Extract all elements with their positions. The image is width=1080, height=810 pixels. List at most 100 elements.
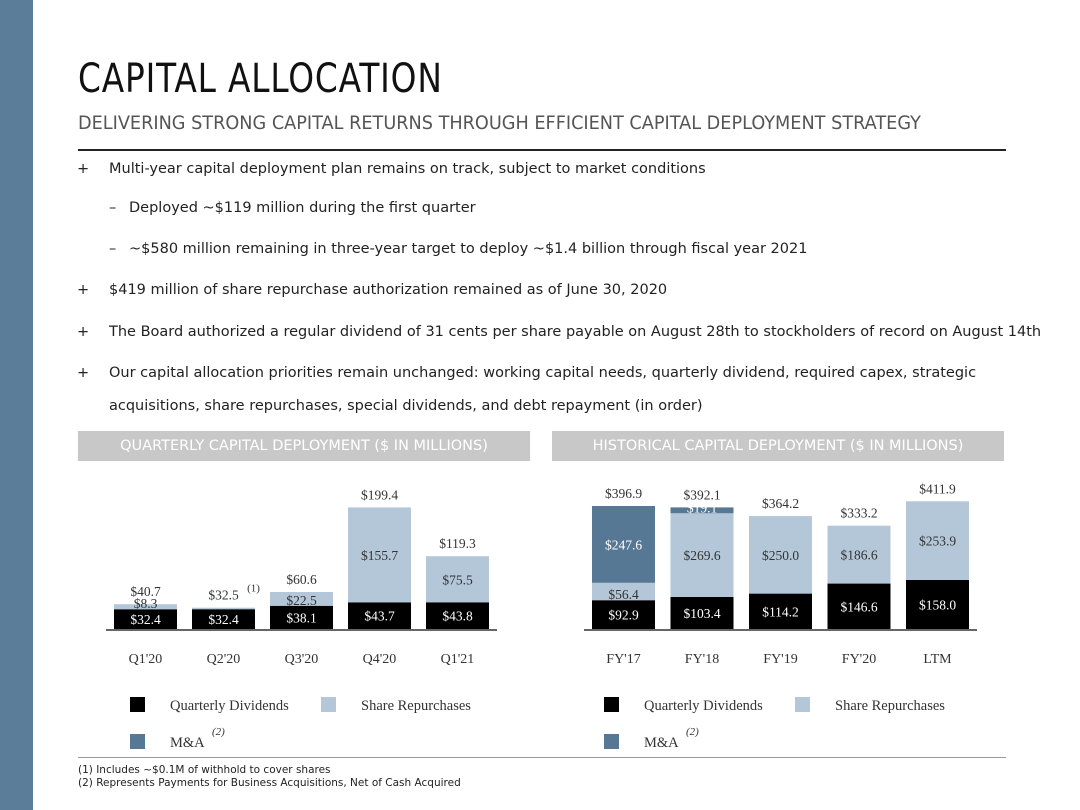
bullet-text: The Board authorized a regular dividend … [109, 324, 1042, 340]
total-label: $60.6 [286, 572, 317, 587]
x-tick-label: FY'20 [842, 652, 876, 667]
legend-superscript: (2) [686, 726, 699, 738]
bullet-text: Multi-year capital deployment plan remai… [109, 161, 706, 177]
x-tick-label: FY'17 [606, 652, 640, 667]
legend-superscript: (2) [212, 726, 225, 738]
bar-segment [906, 580, 969, 629]
bar-segment [749, 516, 812, 594]
data-label: $56.4 [608, 587, 639, 602]
legend-label: Share Repurchases [361, 698, 471, 714]
total-label: $364.2 [762, 496, 799, 511]
data-label: $146.6 [840, 599, 877, 614]
data-label: $114.2 [762, 604, 799, 619]
bar-segment [749, 593, 812, 629]
data-label: $8.3 [134, 596, 158, 611]
total-label: $411.9 [919, 481, 956, 496]
legend-label: Quarterly Dividends [644, 698, 763, 714]
bullet-text: $419 million of share repurchase authori… [109, 282, 668, 298]
data-label: $269.6 [683, 548, 720, 563]
bullet-item: + Our capital allocation priorities rema… [77, 365, 977, 381]
legend-label: M&A [644, 735, 679, 751]
bar-segment [592, 506, 655, 583]
bar-segment [827, 583, 891, 629]
title-divider [78, 149, 1006, 151]
footnote-divider [78, 757, 1006, 758]
bullet-text: acquisitions, share repurchases, special… [109, 398, 703, 414]
footnote-2: (2) Represents Payments for Business Acq… [78, 777, 461, 789]
x-tick-label: FY'19 [763, 652, 797, 667]
bar-segment [114, 604, 177, 610]
bar-segment [114, 609, 177, 629]
x-tick-label: Q4'20 [363, 652, 397, 667]
data-label: $155.7 [361, 548, 398, 563]
total-label: $32.5 [208, 588, 239, 603]
total-label: $396.9 [605, 486, 642, 501]
bullet-marker: + [77, 365, 90, 381]
bar-segment [192, 607, 255, 610]
bullet-item: + $419 million of share repurchase autho… [77, 282, 668, 298]
data-label: $103.4 [683, 606, 720, 621]
data-label: $253.9 [919, 534, 956, 549]
data-label: $43.7 [364, 609, 395, 624]
data-label: $186.6 [840, 548, 877, 563]
legend-swatch [130, 734, 145, 749]
sub-bullet-item: – Deployed ~$119 million during the firs… [109, 200, 476, 216]
total-label: $392.1 [683, 487, 720, 502]
quarterly-chart-header: QUARTERLY CAPITAL DEPLOYMENT ($ IN MILLI… [78, 431, 530, 461]
x-tick-label: FY'18 [685, 652, 719, 667]
legend-swatch [130, 697, 145, 712]
footnote-1: (1) Includes ~$0.1M of withhold to cover… [78, 764, 331, 776]
sub-bullet-item: – ~$580 million remaining in three-year … [109, 241, 808, 257]
total-label: $333.2 [840, 506, 877, 521]
bar-segment [348, 507, 411, 603]
total-label: $40.7 [130, 584, 161, 599]
x-tick-label: Q2'20 [207, 652, 241, 667]
legend-label: M&A [170, 735, 205, 751]
data-label: $38.1 [286, 610, 316, 625]
bar-segment [592, 600, 655, 629]
data-label: $247.6 [605, 537, 642, 552]
bullet-text: Our capital allocation priorities remain… [109, 365, 977, 381]
legend-label: Share Repurchases [835, 698, 945, 714]
bar-segment [592, 582, 655, 601]
bullet-text: Deployed ~$119 million during the first … [129, 200, 476, 216]
bullet-text: ~$580 million remaining in three-year ta… [129, 241, 808, 257]
bullet-marker: + [77, 161, 90, 177]
bar-segment [827, 525, 891, 584]
x-tick-label: Q3'20 [285, 652, 319, 667]
data-label: $250.0 [762, 548, 799, 563]
bullet-item: + The Board authorized a regular dividen… [77, 324, 1042, 340]
x-tick-label: LTM [923, 652, 952, 667]
page-title: CAPITAL ALLOCATION [78, 56, 443, 102]
bar-segment [670, 596, 734, 629]
legend-swatch [604, 697, 619, 712]
bar-segment [670, 513, 734, 597]
data-label: $32.4 [208, 612, 239, 627]
data-label: $92.9 [608, 608, 639, 623]
bar-segment [192, 609, 255, 629]
historical-chart-header: HISTORICAL CAPITAL DEPLOYMENT ($ IN MILL… [552, 431, 1004, 461]
page-subtitle: DELIVERING STRONG CAPITAL RETURNS THROUG… [78, 112, 921, 134]
bar-segment [270, 592, 333, 606]
data-label: $32.4 [130, 612, 161, 627]
bullet-marker: – [109, 241, 117, 257]
historical-capital-chart: $92.9 $56.4 $247.6 $396.9 FY'17 $103.4 $269.6 $… [584, 481, 977, 751]
legend-swatch [604, 734, 619, 749]
legend-swatch [321, 697, 336, 712]
x-tick-label: Q1'21 [441, 652, 475, 667]
legend-swatch [795, 697, 810, 712]
x-tick-label: Q1'20 [129, 652, 163, 667]
legend-label: Quarterly Dividends [170, 698, 289, 714]
bar-segment [348, 602, 411, 629]
total-label: $199.4 [361, 487, 398, 502]
bullet-marker: + [77, 282, 90, 298]
bar-segment [270, 605, 333, 629]
bar-segment [906, 501, 969, 580]
data-label: $75.5 [442, 572, 473, 587]
bullet-marker: – [109, 200, 117, 216]
bullet-marker: + [77, 324, 90, 340]
bar-segment [426, 556, 489, 603]
data-label: $19.1 [687, 500, 717, 515]
note-marker: (1) [247, 583, 260, 595]
data-label: $22.5 [286, 593, 317, 608]
